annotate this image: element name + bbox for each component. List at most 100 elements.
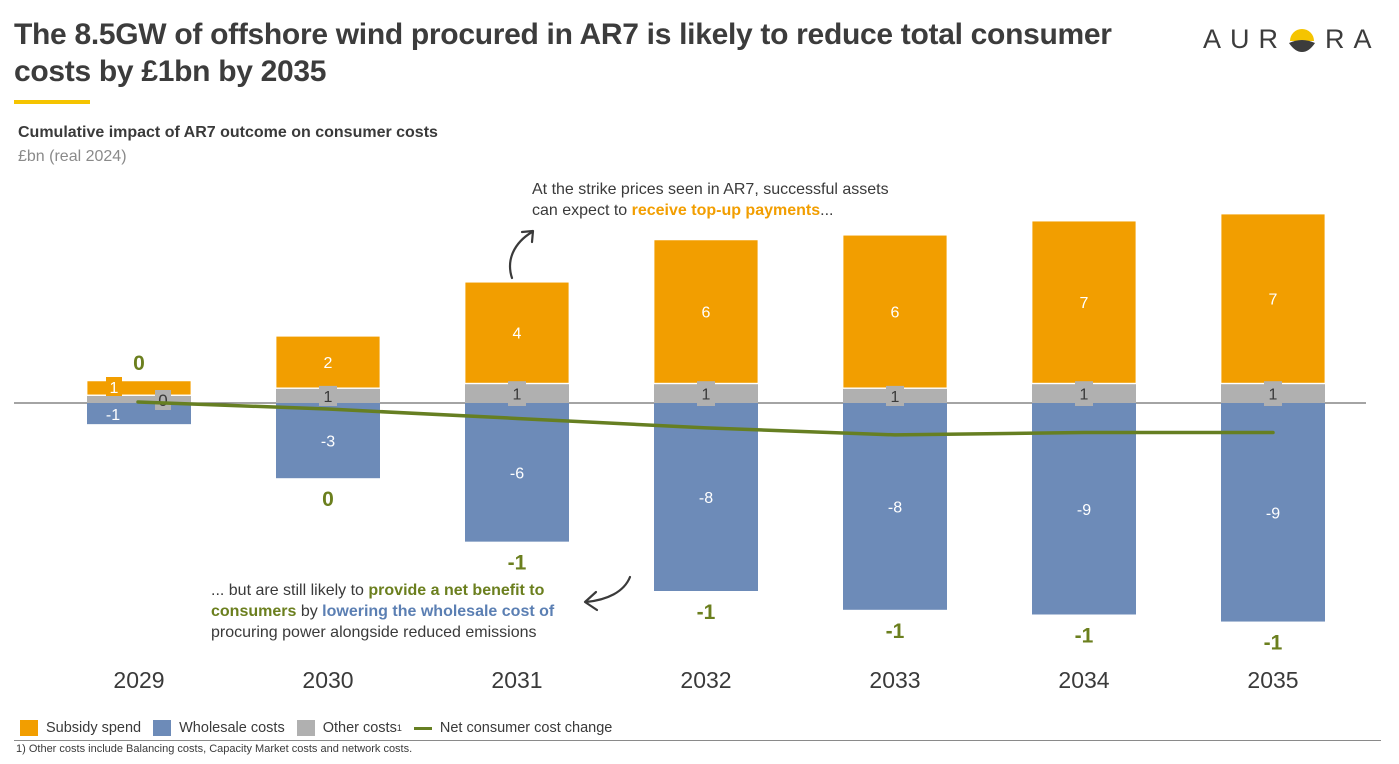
label-bg-other-2029 <box>155 390 171 410</box>
legend-footnote-marker: 1 <box>396 723 402 733</box>
label-subsidy-2031: 4 <box>513 326 522 343</box>
bar-subsidy-2035 <box>1220 213 1326 384</box>
bar-wholesale-2030 <box>276 403 380 479</box>
x-tick-2032: 2032 <box>680 667 731 693</box>
title-accent-rule <box>14 100 90 104</box>
label-net-2035: -1 <box>1264 632 1283 655</box>
bar-subsidy-2032 <box>653 239 759 384</box>
logo-text-right: RA <box>1325 23 1381 54</box>
label-bg-other-2032 <box>697 381 715 406</box>
annotation-bottom-benefit: ... but are still likely to provide a ne… <box>211 580 554 643</box>
sunrise-icon <box>1289 29 1316 52</box>
annotation-bottom-line1: ... but are still likely to provide a ne… <box>211 580 554 601</box>
legend-swatch-subsidy <box>20 720 38 736</box>
label-wholesale-2033: -8 <box>888 499 902 516</box>
legend-item-subsidy: Subsidy spend <box>20 720 141 736</box>
label-net-2029: 0 <box>133 352 145 375</box>
label-bg-other-2034 <box>1075 381 1093 406</box>
annotation-highlight-wholesale: lowering the wholesale cost of <box>322 603 555 620</box>
label-bg-other-2033 <box>886 385 904 406</box>
bar-wholesale-2032 <box>654 403 758 591</box>
annotation-text: by <box>296 603 323 620</box>
x-tick-2031: 2031 <box>491 667 542 693</box>
bar-wholesale-2031 <box>465 403 569 542</box>
label-net-2034: -1 <box>1075 625 1094 648</box>
x-tick-2035: 2035 <box>1247 667 1298 693</box>
label-other-2034: 1 <box>1080 387 1089 404</box>
bar-subsidy-2029 <box>86 380 192 396</box>
legend-item-other: Other costs 1 <box>296 720 402 736</box>
legend-swatch-wholesale <box>153 720 172 736</box>
net-cost-line <box>136 400 1275 437</box>
label-subsidy-2029: 1 <box>110 380 119 397</box>
annotation-top-payments: At the strike prices seen in AR7, succes… <box>532 179 889 221</box>
label-bg-subsidy-2029 <box>106 377 122 396</box>
legend-swatch-other <box>296 720 315 736</box>
annotation-highlight-topup: receive top-up payments <box>631 202 821 219</box>
label-other-2031: 1 <box>513 387 522 404</box>
bar-subsidy-2033 <box>842 234 948 389</box>
label-wholesale-2030: -3 <box>321 434 335 451</box>
x-tick-2030: 2030 <box>302 667 353 693</box>
label-net-2032: -1 <box>697 601 716 624</box>
label-other-2035: 1 <box>1269 387 1278 404</box>
label-net-2031: -1 <box>508 552 527 575</box>
label-wholesale-2029: -1 <box>106 407 120 424</box>
legend-label: Other costs <box>322 720 397 736</box>
annotation-text: ... <box>820 202 834 219</box>
legend-line-net <box>413 726 432 730</box>
arrow-left-icon <box>584 575 632 604</box>
label-other-2033: 1 <box>891 389 900 406</box>
x-tick-2034: 2034 <box>1058 667 1109 693</box>
annotation-top-line1: At the strike prices seen in AR7, succes… <box>532 181 889 198</box>
label-bg-other-2035 <box>1264 381 1282 406</box>
label-wholesale-2031: -6 <box>510 465 524 482</box>
label-wholesale-2032: -8 <box>699 490 713 507</box>
label-bg-other-2031 <box>508 381 526 406</box>
bar-wholesale-2033 <box>843 403 947 610</box>
label-net-2033: -1 <box>886 620 905 643</box>
chart-legend: Subsidy spend Wholesale costs Other cost… <box>20 720 624 736</box>
annotation-text: ... but are still likely to <box>211 582 369 599</box>
arrow-up-icon <box>508 230 534 280</box>
bar-wholesale-2035 <box>1221 403 1325 622</box>
label-subsidy-2035: 7 <box>1269 292 1278 309</box>
footnote-divider <box>14 740 1381 741</box>
label-subsidy-2033: 6 <box>891 305 900 322</box>
legend-label: Subsidy spend <box>46 720 142 736</box>
bar-other-2029 <box>87 395 191 403</box>
legend-item-net: Net consumer cost change <box>413 720 613 736</box>
annotation-highlight-net-benefit: provide a net benefit to <box>368 582 545 599</box>
label-bg-other-2030 <box>319 385 337 406</box>
label-net-2030: 0 <box>322 488 334 511</box>
label-subsidy-2032: 6 <box>702 305 711 322</box>
arrow-left-head-icon <box>583 590 599 612</box>
arrow-up-head-icon <box>520 229 535 244</box>
legend-label: Net consumer cost change <box>439 720 613 736</box>
page-title: The 8.5GW of offshore wind procured in A… <box>14 18 1112 88</box>
annotation-bottom-line3: procuring power alongside reduced emissi… <box>211 624 537 641</box>
bar-wholesale-2029 <box>87 403 191 425</box>
label-other-2030: 1 <box>324 389 333 406</box>
bar-wholesale-2034 <box>1032 403 1136 615</box>
annotation-text: can expect to <box>532 202 632 219</box>
legend-label: Wholesale costs <box>179 720 285 736</box>
chart-unit: £bn (real 2024) <box>18 148 127 165</box>
bar-subsidy-2031 <box>464 281 570 384</box>
label-other-2032: 1 <box>702 387 711 404</box>
x-tick-2033: 2033 <box>869 667 920 693</box>
label-subsidy-2030: 2 <box>324 355 333 372</box>
aurora-logo: AUR RA <box>1203 22 1381 56</box>
annotation-highlight-consumers: consumers <box>211 603 297 620</box>
chart-subtitle: Cumulative impact of AR7 outcome on cons… <box>18 124 438 141</box>
label-other-2029: 0 <box>158 391 167 410</box>
logo-text-left: AUR <box>1203 23 1288 54</box>
x-tick-2029: 2029 <box>113 667 164 693</box>
label-wholesale-2034: -9 <box>1077 502 1091 519</box>
annotation-bottom-line2: consumers by lowering the wholesale cost… <box>211 601 554 622</box>
footnote: 1) Other costs include Balancing costs, … <box>16 743 413 755</box>
annotation-top-line2: can expect to receive top-up payments... <box>532 200 889 221</box>
bar-subsidy-2034 <box>1031 220 1137 384</box>
legend-item-wholesale: Wholesale costs <box>153 720 285 736</box>
